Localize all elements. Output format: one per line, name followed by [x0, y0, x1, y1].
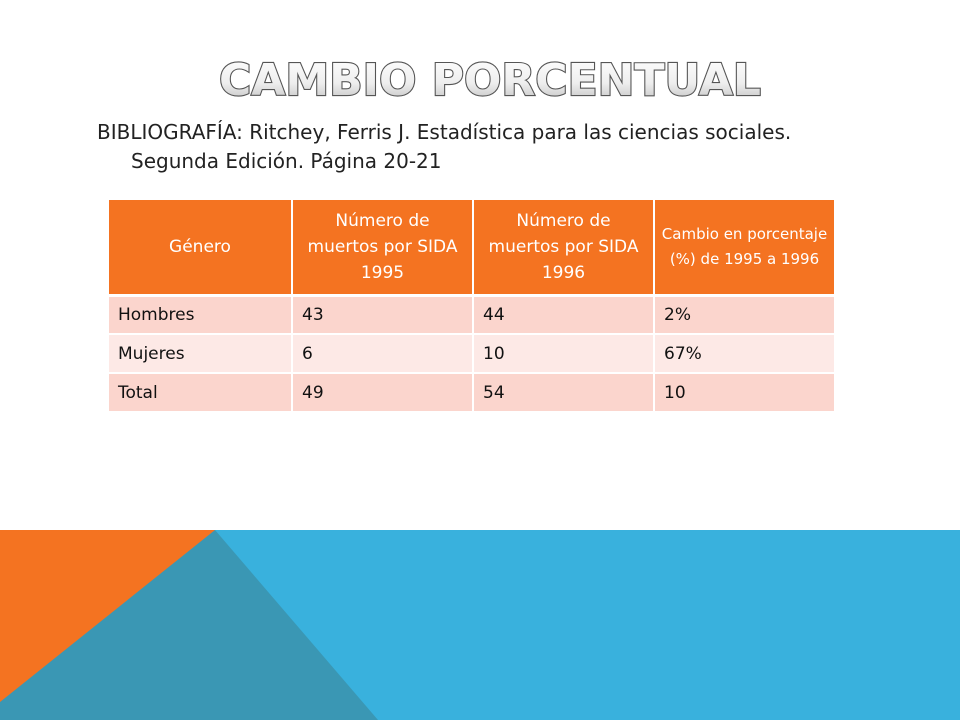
table-cell: Total — [109, 373, 293, 413]
table-header-row: Género Número de muertos por SIDA 1995 N… — [109, 200, 836, 297]
table-cell: 49 — [292, 373, 474, 413]
table-cell: 54 — [473, 373, 655, 413]
table-cell: Hombres — [109, 295, 293, 335]
orange-triangle — [0, 530, 215, 702]
table-cell: 44 — [473, 295, 655, 335]
table-cell: Mujeres — [109, 334, 293, 374]
bibliography-line-2: Segunda Edición. Página 20-21 — [131, 149, 442, 173]
title-text: CAMBIO PORCENTUAL — [219, 55, 761, 106]
table-cell: 10 — [473, 334, 655, 374]
table-cell: 6 — [292, 334, 474, 374]
bibliography-label: BIBLIOGRAFÍA: — [97, 120, 243, 144]
table-header-cell: Número de muertos por SIDA 1996 — [473, 200, 655, 297]
decorative-bottom-band — [0, 530, 960, 720]
bibliography: BIBLIOGRAFÍA: Ritchey, Ferris J. Estadís… — [97, 118, 897, 176]
bibliography-line-1: BIBLIOGRAFÍA: Ritchey, Ferris J. Estadís… — [97, 118, 897, 147]
table-header-cell: Número de muertos por SIDA 1995 — [292, 200, 474, 297]
table-cell: 10 — [654, 373, 836, 413]
table-row: Total 49 54 10 — [109, 373, 836, 413]
table-row: Hombres 43 44 2% — [109, 295, 836, 335]
table-row: Mujeres 6 10 67% — [109, 334, 836, 374]
table-header-cell: Cambio en porcentaje (%) de 1995 a 1996 — [654, 200, 836, 297]
decorative-shapes — [0, 530, 960, 720]
table-cell: 43 — [292, 295, 474, 335]
bibliography-citation: Ritchey, Ferris J. Estadística para las … — [249, 120, 792, 144]
data-table: Género Número de muertos por SIDA 1995 N… — [109, 200, 836, 413]
title-graphic: CAMBIO PORCENTUAL — [218, 54, 762, 107]
slide-title: CAMBIO PORCENTUAL — [0, 50, 960, 110]
table-cell: 67% — [654, 334, 836, 374]
table-header-cell: Género — [109, 200, 293, 297]
table-cell: 2% — [654, 295, 836, 335]
